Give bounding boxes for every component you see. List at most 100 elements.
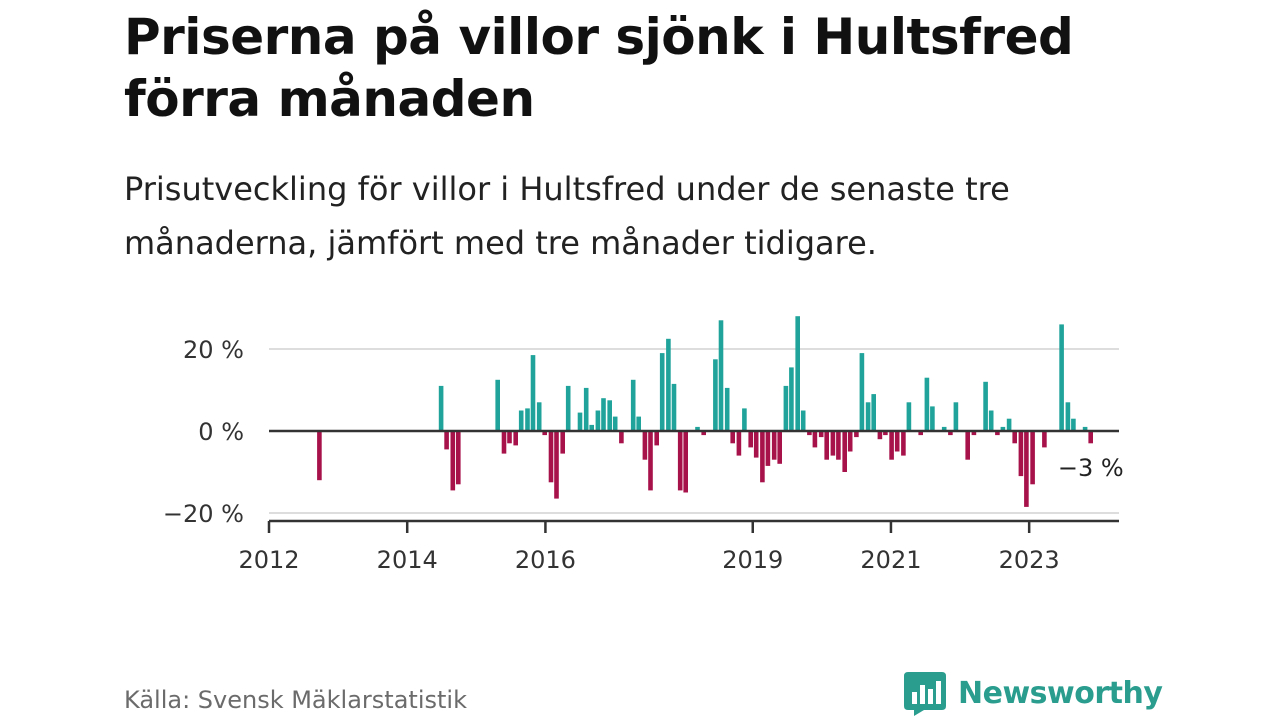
bar <box>642 431 648 460</box>
bar <box>507 431 512 444</box>
bar <box>724 387 730 431</box>
x-tick-label: 2014 <box>377 546 438 574</box>
bar <box>771 431 777 460</box>
bar <box>501 431 507 454</box>
bar <box>718 320 724 431</box>
bar <box>824 431 829 460</box>
bar <box>701 431 706 436</box>
x-tick-label: 2023 <box>999 546 1060 574</box>
bar <box>589 424 594 431</box>
bar <box>1065 402 1071 431</box>
bar <box>536 402 542 431</box>
bar <box>607 400 612 432</box>
bar <box>859 353 865 431</box>
bar <box>612 416 618 431</box>
bar <box>577 412 583 431</box>
bar <box>438 385 444 431</box>
newsworthy-logo[interactable]: Newsworthy <box>902 670 1163 716</box>
x-tick-label: 2012 <box>238 546 299 574</box>
bar <box>748 431 753 448</box>
bar <box>800 410 806 431</box>
bar <box>513 431 518 446</box>
bar <box>1024 431 1029 507</box>
bar <box>742 408 747 431</box>
bars <box>317 316 1093 507</box>
bar <box>666 338 671 432</box>
bar <box>847 431 853 452</box>
bar <box>918 431 923 436</box>
axes <box>267 429 1119 533</box>
bar <box>583 387 589 431</box>
brand-name: Newsworthy <box>958 675 1163 711</box>
bar <box>444 431 449 450</box>
bar <box>713 359 718 432</box>
bar <box>901 431 906 456</box>
bar <box>818 431 824 438</box>
bar <box>659 353 665 431</box>
bar <box>948 431 953 436</box>
bar <box>906 402 912 431</box>
bar <box>930 406 935 431</box>
bar <box>548 431 554 483</box>
bar <box>753 431 759 458</box>
bar <box>542 431 547 436</box>
bar <box>783 385 789 431</box>
bar <box>777 431 782 464</box>
labels: 20 % 0 % −20 % 2012 2014 2016 2019 2021 2023 −3 % <box>163 336 1124 574</box>
bar <box>1012 431 1017 444</box>
bar <box>654 431 659 446</box>
bar <box>1071 418 1076 431</box>
bar <box>619 431 624 444</box>
bar <box>924 377 930 431</box>
bar <box>1018 431 1024 477</box>
bar <box>636 416 641 431</box>
bar <box>842 431 847 472</box>
bar <box>683 431 688 493</box>
bar <box>1082 426 1088 431</box>
bar <box>854 431 859 438</box>
bar <box>554 431 559 499</box>
bar <box>812 431 818 448</box>
bar <box>789 367 794 431</box>
bar <box>450 431 456 491</box>
source-note: Källa: Svensk Mäklarstatistik <box>124 686 467 714</box>
bar <box>648 431 653 491</box>
bar <box>601 398 606 431</box>
x-tick-label: 2019 <box>722 546 783 574</box>
bar <box>830 431 836 456</box>
bar <box>630 379 636 432</box>
bar <box>677 431 683 491</box>
bar <box>1042 431 1047 448</box>
bar <box>765 431 771 466</box>
bar <box>795 316 800 431</box>
bar <box>877 431 883 440</box>
bar <box>971 431 977 436</box>
bar <box>456 431 461 485</box>
bar <box>807 431 812 436</box>
bar <box>730 431 735 444</box>
newsworthy-logo-icon <box>904 672 946 716</box>
bar <box>983 381 988 431</box>
bar <box>518 410 524 431</box>
bar <box>317 431 322 481</box>
bar <box>760 431 765 483</box>
gridlines <box>269 348 1119 514</box>
x-tick-label: 2021 <box>860 546 921 574</box>
bar <box>865 402 871 431</box>
bar <box>988 410 994 431</box>
bar <box>1059 324 1064 431</box>
bar <box>1006 418 1012 431</box>
bar <box>1088 431 1093 444</box>
bar <box>965 431 970 460</box>
bar <box>995 431 1000 436</box>
last-value-label: −3 % <box>1058 454 1124 482</box>
bar <box>595 410 601 431</box>
bar <box>565 385 571 431</box>
chart-title: Priserna på villor sjönk i Hultsfred för… <box>124 8 1074 128</box>
bar <box>695 426 700 431</box>
y-tick-label: −20 % <box>163 500 244 528</box>
bar <box>1000 426 1006 431</box>
bar <box>889 431 894 460</box>
bar <box>941 426 947 431</box>
